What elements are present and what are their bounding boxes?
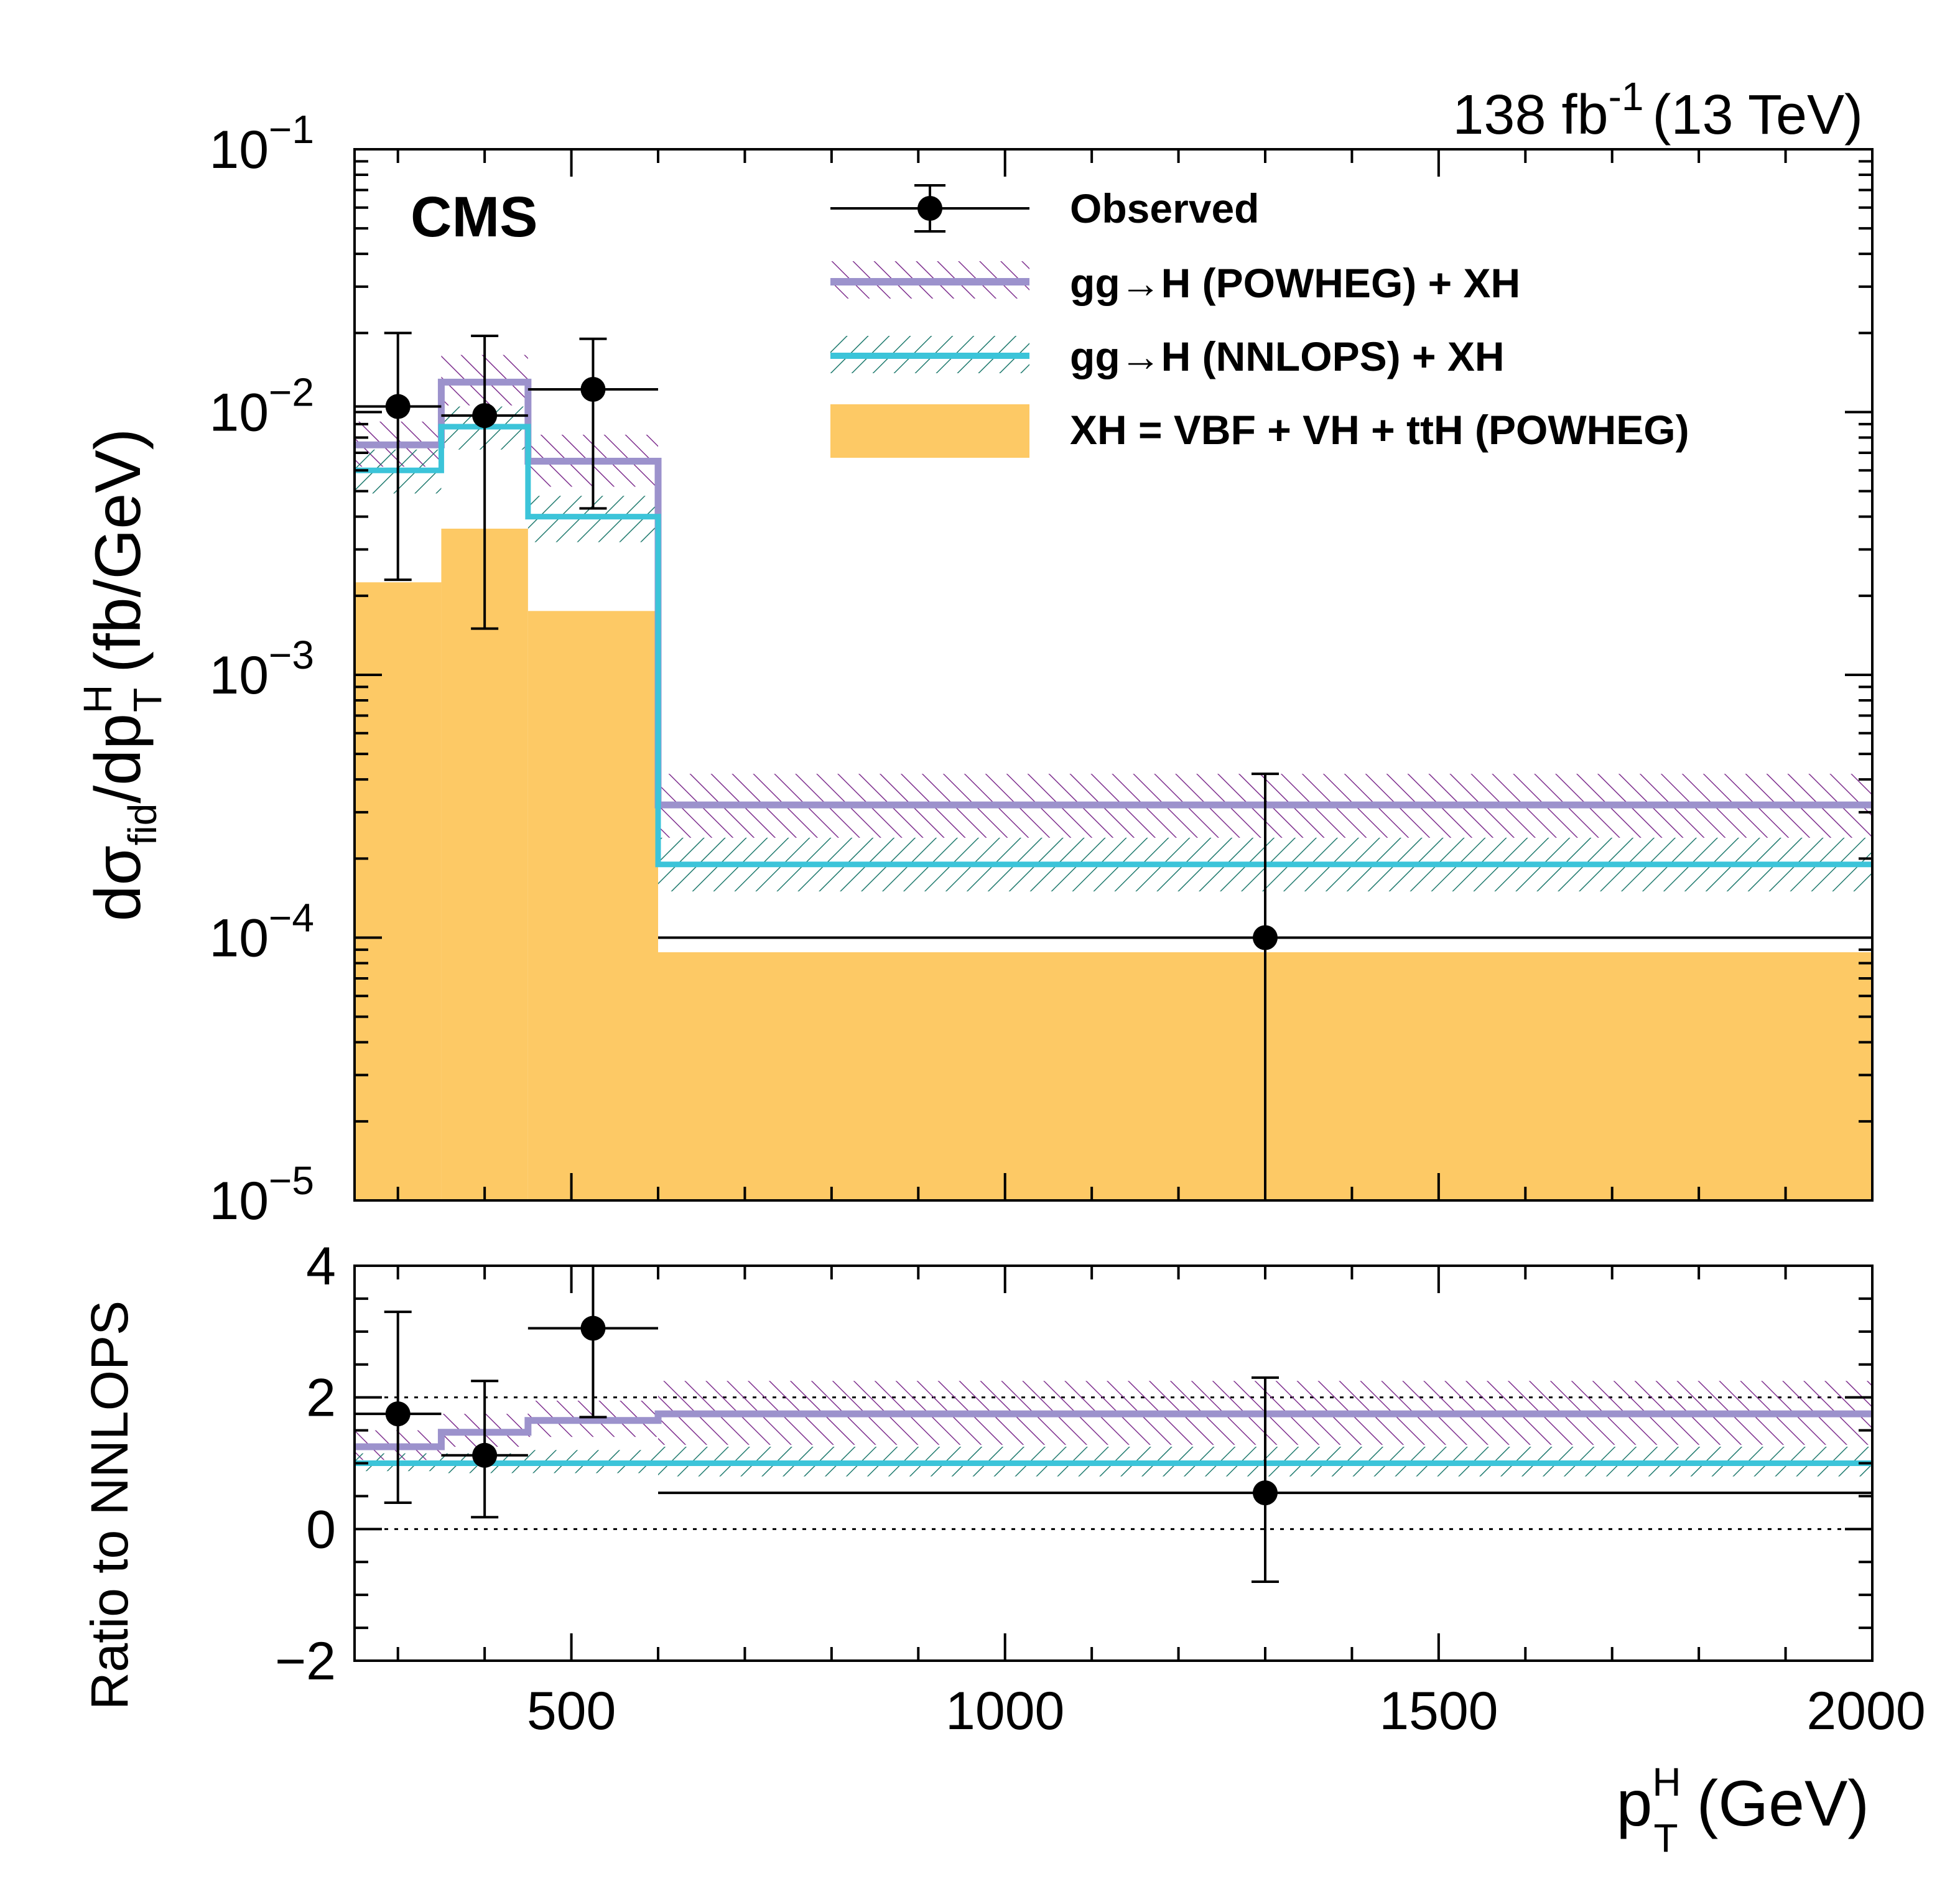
main-bands xyxy=(355,355,1872,1200)
legend-label-observed: Observed xyxy=(1070,185,1259,231)
y-tick-label: 10−4 xyxy=(209,896,314,968)
legend-entry-observed: Observed xyxy=(830,184,1259,233)
ratio-y-axis-title: Ratio to NNLOPS xyxy=(80,1301,139,1710)
legend-entry-powheg: gg→H (POWHEG) + XH xyxy=(830,260,1520,306)
observed-point xyxy=(385,394,411,419)
legend: Observed gg→H (POWHEG) + XH gg→H (NNLOPS… xyxy=(830,184,1689,458)
xh-bar xyxy=(527,611,658,1200)
ratio-y-tick-label: 2 xyxy=(306,1368,336,1428)
ratio-y-tick-label: 0 xyxy=(306,1500,336,1559)
observed-point xyxy=(1253,1480,1278,1506)
x-tick-label: 1000 xyxy=(945,1681,1064,1741)
observed-point xyxy=(472,403,498,429)
x-tick-label: 2000 xyxy=(1806,1681,1925,1741)
legend-entry-xh: XH = VBF + VH + ttH (POWHEG) xyxy=(830,404,1689,458)
xh-bar xyxy=(355,582,442,1200)
main-y-axis-title: dσfid/dpH T(fb/GeV) xyxy=(75,429,170,922)
x-tick-label: 1500 xyxy=(1379,1681,1498,1741)
observed-point xyxy=(580,1316,606,1341)
y-tick-label: 10−2 xyxy=(209,370,314,443)
nnlops-prediction-line xyxy=(355,424,1872,868)
ratio-axis-ticks: 500 1000 1500 2000 4 2 0 −2 xyxy=(275,1237,1926,1741)
main-observed-points xyxy=(355,332,1872,1200)
legend-label-nnlops: gg→H (NNLOPS) + XH xyxy=(1070,333,1505,379)
x-tick-label: 500 xyxy=(527,1681,616,1741)
main-panel: 10−1 10−2 10−3 10−4 10−5 CMS xyxy=(209,107,1874,1231)
ratio-panel: 500 1000 1500 2000 4 2 0 −2 xyxy=(275,1237,1926,1741)
main-axis-ticks: 10−1 10−2 10−3 10−4 10−5 xyxy=(209,107,1874,1231)
ratio-y-tick-label: 4 xyxy=(306,1237,336,1296)
y-tick-label: 10−3 xyxy=(209,633,314,705)
y-tick-label: 10−5 xyxy=(209,1158,314,1231)
y-tick-label: 10−1 xyxy=(209,107,314,180)
observed-point xyxy=(472,1442,498,1468)
xh-bar xyxy=(441,528,528,1200)
legend-label-xh: XH = VBF + VH + ttH (POWHEG) xyxy=(1070,407,1689,453)
experiment-label: CMS xyxy=(411,185,537,249)
x-axis-title: pH T (GeV) xyxy=(1616,1760,1869,1860)
observed-point xyxy=(385,1401,411,1427)
observed-point xyxy=(1253,925,1278,950)
ratio-observed-points xyxy=(355,1266,1872,1583)
legend-entry-nnlops: gg→H (NNLOPS) + XH xyxy=(830,333,1505,379)
legend-label-powheg: gg→H (POWHEG) + XH xyxy=(1070,260,1520,306)
powheg-prediction-line xyxy=(355,1410,1872,1450)
luminosity-label: 138 fb-1 (13 TeV) xyxy=(1452,74,1863,146)
observed-point xyxy=(580,377,606,402)
ratio-y-tick-label: −2 xyxy=(275,1631,336,1691)
ratio-bands xyxy=(355,1381,1872,1530)
